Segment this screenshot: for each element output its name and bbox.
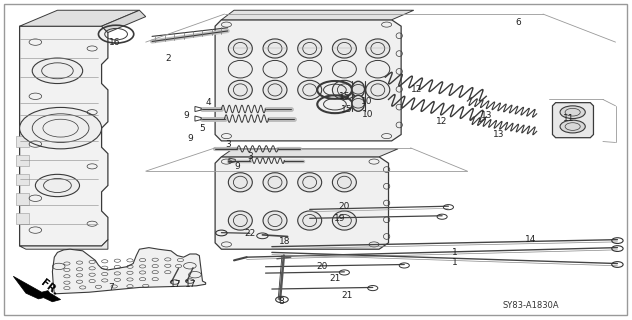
Text: 12: 12 [411,85,423,94]
Text: 13: 13 [493,130,504,139]
Ellipse shape [263,80,287,100]
Text: 21: 21 [329,274,341,283]
Polygon shape [13,276,61,302]
Ellipse shape [352,81,365,97]
Text: 8: 8 [279,297,284,306]
Ellipse shape [366,60,390,78]
Ellipse shape [298,80,322,100]
Text: 1: 1 [452,248,458,257]
Text: 21: 21 [342,291,353,300]
Ellipse shape [332,211,356,230]
Ellipse shape [263,211,287,230]
Text: 2: 2 [165,53,171,62]
Ellipse shape [366,80,390,100]
Bar [16,136,29,147]
Text: 1: 1 [452,258,458,267]
Text: 7: 7 [108,283,114,292]
Ellipse shape [332,60,356,78]
Ellipse shape [352,95,365,111]
Text: 19: 19 [334,214,346,223]
Text: 10: 10 [362,110,374,119]
Text: 9: 9 [234,162,240,171]
Text: 20: 20 [317,262,328,271]
Text: SY83-A1830A: SY83-A1830A [502,301,559,310]
Ellipse shape [228,80,252,100]
Ellipse shape [332,39,356,58]
Bar [16,194,29,204]
Ellipse shape [228,211,252,230]
Bar [16,212,29,224]
Ellipse shape [332,173,356,192]
Text: 17: 17 [185,280,197,289]
Polygon shape [215,157,389,249]
Ellipse shape [263,60,287,78]
Text: 15: 15 [339,92,350,101]
Polygon shape [102,10,146,33]
Ellipse shape [228,173,252,192]
Circle shape [32,58,83,84]
Text: 9: 9 [187,134,193,143]
Text: 4: 4 [206,98,212,107]
Ellipse shape [366,39,390,58]
Circle shape [560,120,585,133]
Bar [16,155,29,166]
Ellipse shape [298,211,322,230]
Text: 20: 20 [339,202,350,211]
Text: 6: 6 [515,19,521,28]
Ellipse shape [298,60,322,78]
Ellipse shape [228,39,252,58]
Text: 3: 3 [247,152,253,161]
Circle shape [20,108,102,149]
Polygon shape [20,26,108,246]
Polygon shape [20,10,140,26]
Text: 15: 15 [341,105,352,114]
Circle shape [35,174,80,197]
Text: 10: 10 [361,97,372,106]
Ellipse shape [298,173,322,192]
Polygon shape [221,10,414,20]
Text: 3: 3 [225,140,231,149]
Ellipse shape [228,60,252,78]
Text: FR.: FR. [39,278,60,298]
Bar [16,174,29,186]
Text: 22: 22 [244,229,255,238]
Text: 9: 9 [184,111,190,120]
Ellipse shape [332,80,356,100]
Polygon shape [52,248,205,294]
Polygon shape [552,103,593,138]
Ellipse shape [263,173,287,192]
Polygon shape [215,20,401,141]
Ellipse shape [263,39,287,58]
Text: 16: 16 [109,38,120,47]
Text: 12: 12 [437,117,448,126]
Polygon shape [20,240,108,249]
Polygon shape [221,149,398,157]
Text: 17: 17 [170,280,182,289]
Text: 13: 13 [480,111,492,120]
Text: 18: 18 [279,237,290,246]
Ellipse shape [298,39,322,58]
Text: 5: 5 [200,124,205,132]
Circle shape [560,106,585,119]
Text: 11: 11 [562,114,574,123]
Text: 14: 14 [525,235,536,244]
